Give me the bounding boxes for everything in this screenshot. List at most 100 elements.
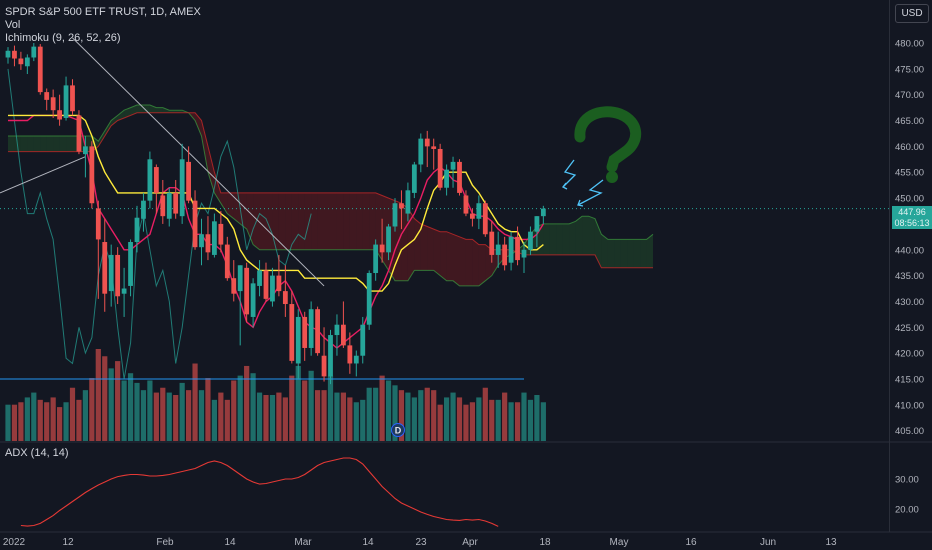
candle-body — [218, 223, 224, 245]
candle-body — [24, 57, 30, 67]
cloud-segment — [575, 216, 583, 255]
candle-body — [44, 92, 50, 100]
cloud-segment — [298, 192, 305, 250]
cloud-segment — [614, 239, 621, 268]
volume-bar — [431, 390, 437, 441]
volume-bar — [160, 387, 166, 441]
cloud-segment — [104, 120, 112, 137]
volume-legend[interactable]: Vol — [5, 19, 21, 31]
candle-body — [482, 203, 488, 235]
candle-body — [431, 146, 437, 149]
candle-body — [18, 58, 24, 65]
lightning-arrow-icon — [562, 159, 577, 188]
volume-bar — [405, 392, 411, 441]
candle-body — [295, 316, 301, 364]
cloud-segment — [324, 192, 331, 250]
candle-body — [173, 192, 179, 214]
cloud-segment — [369, 192, 376, 250]
volume-bar — [76, 399, 82, 441]
cloud-segment — [304, 192, 312, 250]
candle-body — [373, 244, 379, 274]
chikou-span-line — [7, 68, 312, 380]
cloud-segment — [453, 234, 460, 286]
senkou-span-b-line — [8, 112, 653, 269]
volume-bar — [192, 363, 198, 441]
volume-bar — [373, 387, 379, 441]
volume-bar — [82, 390, 88, 441]
cloud-segment — [640, 239, 647, 268]
cloud-segment — [207, 146, 215, 193]
candle-body — [89, 146, 95, 204]
volume-bar — [269, 395, 276, 441]
cloud-segment — [433, 229, 441, 276]
volume-bar — [211, 399, 217, 441]
volume-bar — [44, 402, 50, 441]
volume-bar — [450, 392, 456, 441]
volume-bar — [289, 375, 295, 441]
ichimoku-legend[interactable]: Ichimoku (9, 26, 52, 26) — [5, 32, 121, 44]
cloud-segment — [272, 192, 279, 250]
volume-bar — [231, 380, 237, 441]
cloud-segment — [53, 136, 60, 152]
volume-bar — [353, 402, 359, 441]
price-tick-label: 415.00 — [895, 374, 924, 385]
candle-body — [108, 254, 114, 292]
volume-bar — [121, 380, 127, 441]
volume-bar — [495, 399, 501, 441]
candle-body — [153, 167, 159, 193]
lightning-arrowhead-icon — [577, 199, 584, 207]
candle-body — [76, 115, 82, 152]
trend-line — [0, 156, 86, 194]
volume-bar — [18, 402, 24, 441]
candle-body — [334, 324, 340, 336]
volume-bar — [95, 349, 101, 441]
time-axis: 2022 12 Feb 14 Mar 14 23 Apr 18 May 16 Jun 13 — [3, 537, 837, 548]
candle-body — [224, 244, 230, 279]
dividend-marker-icon — [391, 423, 405, 437]
cloud-segment — [33, 136, 41, 152]
cloud-segment — [440, 231, 447, 281]
currency-button[interactable]: USD — [895, 4, 929, 23]
price-tick-label: 450.00 — [895, 194, 924, 205]
candle-body — [83, 146, 88, 155]
symbol-title[interactable]: SPDR S&P 500 ETF TRUST, 1D, AMEX — [5, 6, 201, 18]
cloud-segment — [266, 192, 273, 250]
time-tick-label: Feb — [156, 537, 174, 548]
time-tick-label: Mar — [294, 537, 312, 548]
volume-bar — [31, 392, 37, 441]
candle-body — [308, 309, 314, 348]
cloud-segment — [407, 208, 415, 281]
time-tick-label: 14 — [362, 537, 374, 548]
volume-bar — [321, 390, 327, 441]
volume-bar — [521, 392, 527, 441]
candle-body — [521, 249, 527, 258]
candle-body — [528, 231, 533, 250]
ichimoku-lines — [0, 37, 889, 380]
volume-bar — [385, 380, 392, 441]
candle-body — [386, 226, 391, 253]
volume-bar — [295, 365, 301, 441]
ichimoku-cloud — [8, 104, 654, 287]
candle-body — [31, 46, 37, 58]
cloud-segment — [401, 203, 408, 281]
volume-bar — [469, 402, 475, 441]
volume-bar — [69, 387, 76, 441]
dividend-marker-glyph: D — [395, 426, 402, 436]
volume-bar — [347, 397, 353, 441]
candle-body — [186, 161, 191, 201]
price-tick-label: 425.00 — [895, 323, 924, 334]
cloud-segment — [620, 239, 628, 268]
candle-body — [250, 283, 256, 317]
cloud-segment — [472, 239, 479, 286]
adx-legend[interactable]: ADX (14, 14) — [5, 447, 69, 459]
volume-bar — [514, 402, 521, 441]
candle-body — [244, 267, 250, 315]
volume-bar — [11, 404, 18, 441]
time-tick-label: 2022 — [3, 537, 26, 548]
volume-bar — [534, 395, 540, 441]
volume-bar — [411, 397, 417, 441]
candle-body — [70, 85, 75, 112]
adx-tick-label: 30.00 — [895, 475, 919, 486]
price-tick-label: 480.00 — [895, 39, 924, 50]
